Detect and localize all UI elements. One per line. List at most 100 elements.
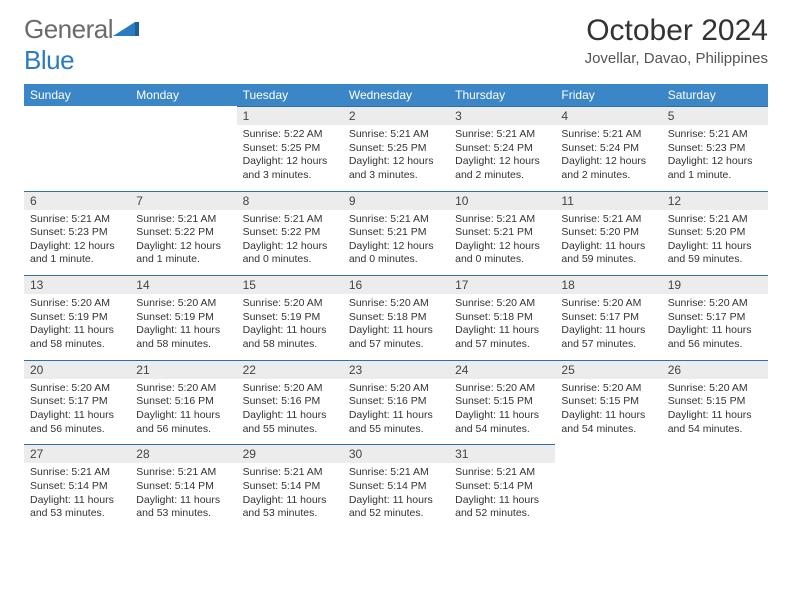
day-body: Sunrise: 5:22 AMSunset: 5:25 PMDaylight:…: [237, 125, 343, 191]
daylight-label: Daylight: 11 hours and 58 minutes.: [30, 324, 114, 350]
calendar-cell: 9Sunrise: 5:21 AMSunset: 5:21 PMDaylight…: [343, 191, 449, 276]
sunrise-label: Sunrise: 5:21 AM: [136, 213, 216, 225]
sunrise-label: Sunrise: 5:21 AM: [455, 466, 535, 478]
day-number: 21: [130, 360, 236, 379]
day-body: Sunrise: 5:20 AMSunset: 5:16 PMDaylight:…: [237, 379, 343, 445]
calendar-cell: 3Sunrise: 5:21 AMSunset: 5:24 PMDaylight…: [449, 106, 555, 191]
sunset-label: Sunset: 5:23 PM: [668, 142, 746, 154]
calendar-cell: 21Sunrise: 5:20 AMSunset: 5:16 PMDayligh…: [130, 360, 236, 445]
day-number: 7: [130, 191, 236, 210]
sunset-label: Sunset: 5:14 PM: [349, 480, 427, 492]
day-number: 5: [662, 106, 768, 125]
sunset-label: Sunset: 5:14 PM: [30, 480, 108, 492]
sunset-label: Sunset: 5:17 PM: [561, 311, 639, 323]
sunrise-label: Sunrise: 5:21 AM: [455, 128, 535, 140]
day-body: Sunrise: 5:20 AMSunset: 5:16 PMDaylight:…: [343, 379, 449, 445]
day-number: 18: [555, 275, 661, 294]
daylight-label: Daylight: 12 hours and 3 minutes.: [243, 155, 328, 181]
daylight-label: Daylight: 11 hours and 54 minutes.: [455, 409, 539, 435]
calendar-cell: 25Sunrise: 5:20 AMSunset: 5:15 PMDayligh…: [555, 360, 661, 445]
daylight-label: Daylight: 11 hours and 54 minutes.: [668, 409, 752, 435]
day-number: 6: [24, 191, 130, 210]
day-number: 19: [662, 275, 768, 294]
location-label: Jovellar, Davao, Philippines: [585, 50, 768, 67]
day-body: Sunrise: 5:21 AMSunset: 5:25 PMDaylight:…: [343, 125, 449, 191]
daylight-label: Daylight: 11 hours and 55 minutes.: [243, 409, 327, 435]
day-number: 30: [343, 444, 449, 463]
day-body: Sunrise: 5:21 AMSunset: 5:24 PMDaylight:…: [555, 125, 661, 191]
calendar-cell: 29Sunrise: 5:21 AMSunset: 5:14 PMDayligh…: [237, 444, 343, 529]
sunset-label: Sunset: 5:18 PM: [349, 311, 427, 323]
day-body: Sunrise: 5:20 AMSunset: 5:16 PMDaylight:…: [130, 379, 236, 445]
calendar-table: SundayMondayTuesdayWednesdayThursdayFrid…: [24, 84, 768, 529]
day-number: 23: [343, 360, 449, 379]
day-number: 11: [555, 191, 661, 210]
calendar-cell: ..: [555, 444, 661, 529]
day-body: Sunrise: 5:21 AMSunset: 5:20 PM Daylight:…: [662, 210, 768, 276]
day-number: 16: [343, 275, 449, 294]
daylight-label: Daylight: 12 hours and 0 minutes.: [455, 240, 540, 266]
daylight-label: Daylight: 11 hours and 57 minutes.: [455, 324, 539, 350]
sunrise-label: Sunrise: 5:21 AM: [136, 466, 216, 478]
weekday-header: Monday: [130, 84, 236, 106]
logo: GeneralBlue: [24, 14, 139, 76]
calendar-cell: 27Sunrise: 5:21 AMSunset: 5:14 PMDayligh…: [24, 444, 130, 529]
daylight-label: Daylight: 11 hours and 56 minutes.: [136, 409, 220, 435]
sunrise-label: Sunrise: 5:20 AM: [455, 297, 535, 309]
day-number: 15: [237, 275, 343, 294]
day-number: 14: [130, 275, 236, 294]
day-body: Sunrise: 5:21 AMSunset: 5:20 PMDaylight:…: [555, 210, 661, 276]
sunset-label: Sunset: 5:20 PM: [668, 226, 746, 238]
daylight-label: Daylight: 11 hours and 58 minutes.: [243, 324, 327, 350]
day-number: 31: [449, 444, 555, 463]
sunrise-label: Sunrise: 5:22 AM: [243, 128, 323, 140]
logo-mark-icon: [113, 14, 139, 45]
daylight-label: Daylight: 12 hours and 2 minutes.: [561, 155, 646, 181]
day-body: Sunrise: 5:20 AMSunset: 5:19 PMDaylight:…: [237, 294, 343, 360]
calendar-header-row: SundayMondayTuesdayWednesdayThursdayFrid…: [24, 84, 768, 106]
sunrise-label: Sunrise: 5:21 AM: [668, 213, 748, 225]
daylight-label: Daylight: 12 hours and 1 minute.: [668, 155, 753, 181]
sunrise-label: Sunrise: 5:20 AM: [136, 297, 216, 309]
day-body: Sunrise: 5:21 AMSunset: 5:14 PMDaylight:…: [130, 463, 236, 529]
weekday-header: Thursday: [449, 84, 555, 106]
day-number: 20: [24, 360, 130, 379]
daylight-label: Daylight: 12 hours and 2 minutes.: [455, 155, 540, 181]
daylight-label: Daylight: 11 hours and 55 minutes.: [349, 409, 433, 435]
daylight-label: Daylight: 12 hours and 0 minutes.: [349, 240, 434, 266]
sunrise-label: Sunrise: 5:21 AM: [30, 466, 110, 478]
calendar-cell: 10Sunrise: 5:21 AMSunset: 5:21 PMDayligh…: [449, 191, 555, 276]
calendar-cell: 28Sunrise: 5:21 AMSunset: 5:14 PMDayligh…: [130, 444, 236, 529]
daylight-label: Daylight: 11 hours and 59 minutes.: [668, 240, 752, 266]
daylight-label: Daylight: 11 hours and 57 minutes.: [561, 324, 645, 350]
day-number: 28: [130, 444, 236, 463]
sunrise-label: Sunrise: 5:20 AM: [561, 297, 641, 309]
calendar-cell: 19Sunrise: 5:20 AMSunset: 5:17 PMDayligh…: [662, 275, 768, 360]
calendar-cell: 6Sunrise: 5:21 AMSunset: 5:23 PMDaylight…: [24, 191, 130, 276]
day-number: 22: [237, 360, 343, 379]
sunrise-label: Sunrise: 5:21 AM: [243, 466, 323, 478]
day-number: 2: [343, 106, 449, 125]
sunset-label: Sunset: 5:19 PM: [243, 311, 321, 323]
day-number: 1: [237, 106, 343, 125]
sunset-label: Sunset: 5:15 PM: [668, 395, 746, 407]
day-body: Sunrise: 5:21 AMSunset: 5:23 PMDaylight:…: [662, 125, 768, 191]
sunrise-label: Sunrise: 5:21 AM: [30, 213, 110, 225]
daylight-label: Daylight: 12 hours and 3 minutes.: [349, 155, 434, 181]
day-body: Sunrise: 5:20 AMSunset: 5:17 PMDaylight:…: [24, 379, 130, 445]
sunset-label: Sunset: 5:16 PM: [136, 395, 214, 407]
day-body: Sunrise: 5:20 AMSunset: 5:17 PMDaylight:…: [662, 294, 768, 360]
calendar-cell: 17Sunrise: 5:20 AMSunset: 5:18 PMDayligh…: [449, 275, 555, 360]
sunset-label: Sunset: 5:14 PM: [455, 480, 533, 492]
daylight-label: Daylight: 12 hours and 1 minute.: [136, 240, 221, 266]
day-body: Sunrise: 5:21 AMSunset: 5:23 PMDaylight:…: [24, 210, 130, 276]
day-body: Sunrise: 5:20 AMSunset: 5:18 PMDaylight:…: [449, 294, 555, 360]
sunset-label: Sunset: 5:24 PM: [455, 142, 533, 154]
calendar-cell: 12Sunrise: 5:21 AMSunset: 5:20 PMDayligh…: [662, 191, 768, 276]
weekday-header: Tuesday: [237, 84, 343, 106]
day-body: Sunrise: 5:21 AMSunset: 5:14 PMDaylight:…: [237, 463, 343, 529]
daylight-label: Daylight: 11 hours and 52 minutes.: [455, 494, 539, 520]
sunrise-label: Sunrise: 5:20 AM: [561, 382, 641, 394]
sunset-label: Sunset: 5:16 PM: [349, 395, 427, 407]
sunset-label: Sunset: 5:22 PM: [243, 226, 321, 238]
